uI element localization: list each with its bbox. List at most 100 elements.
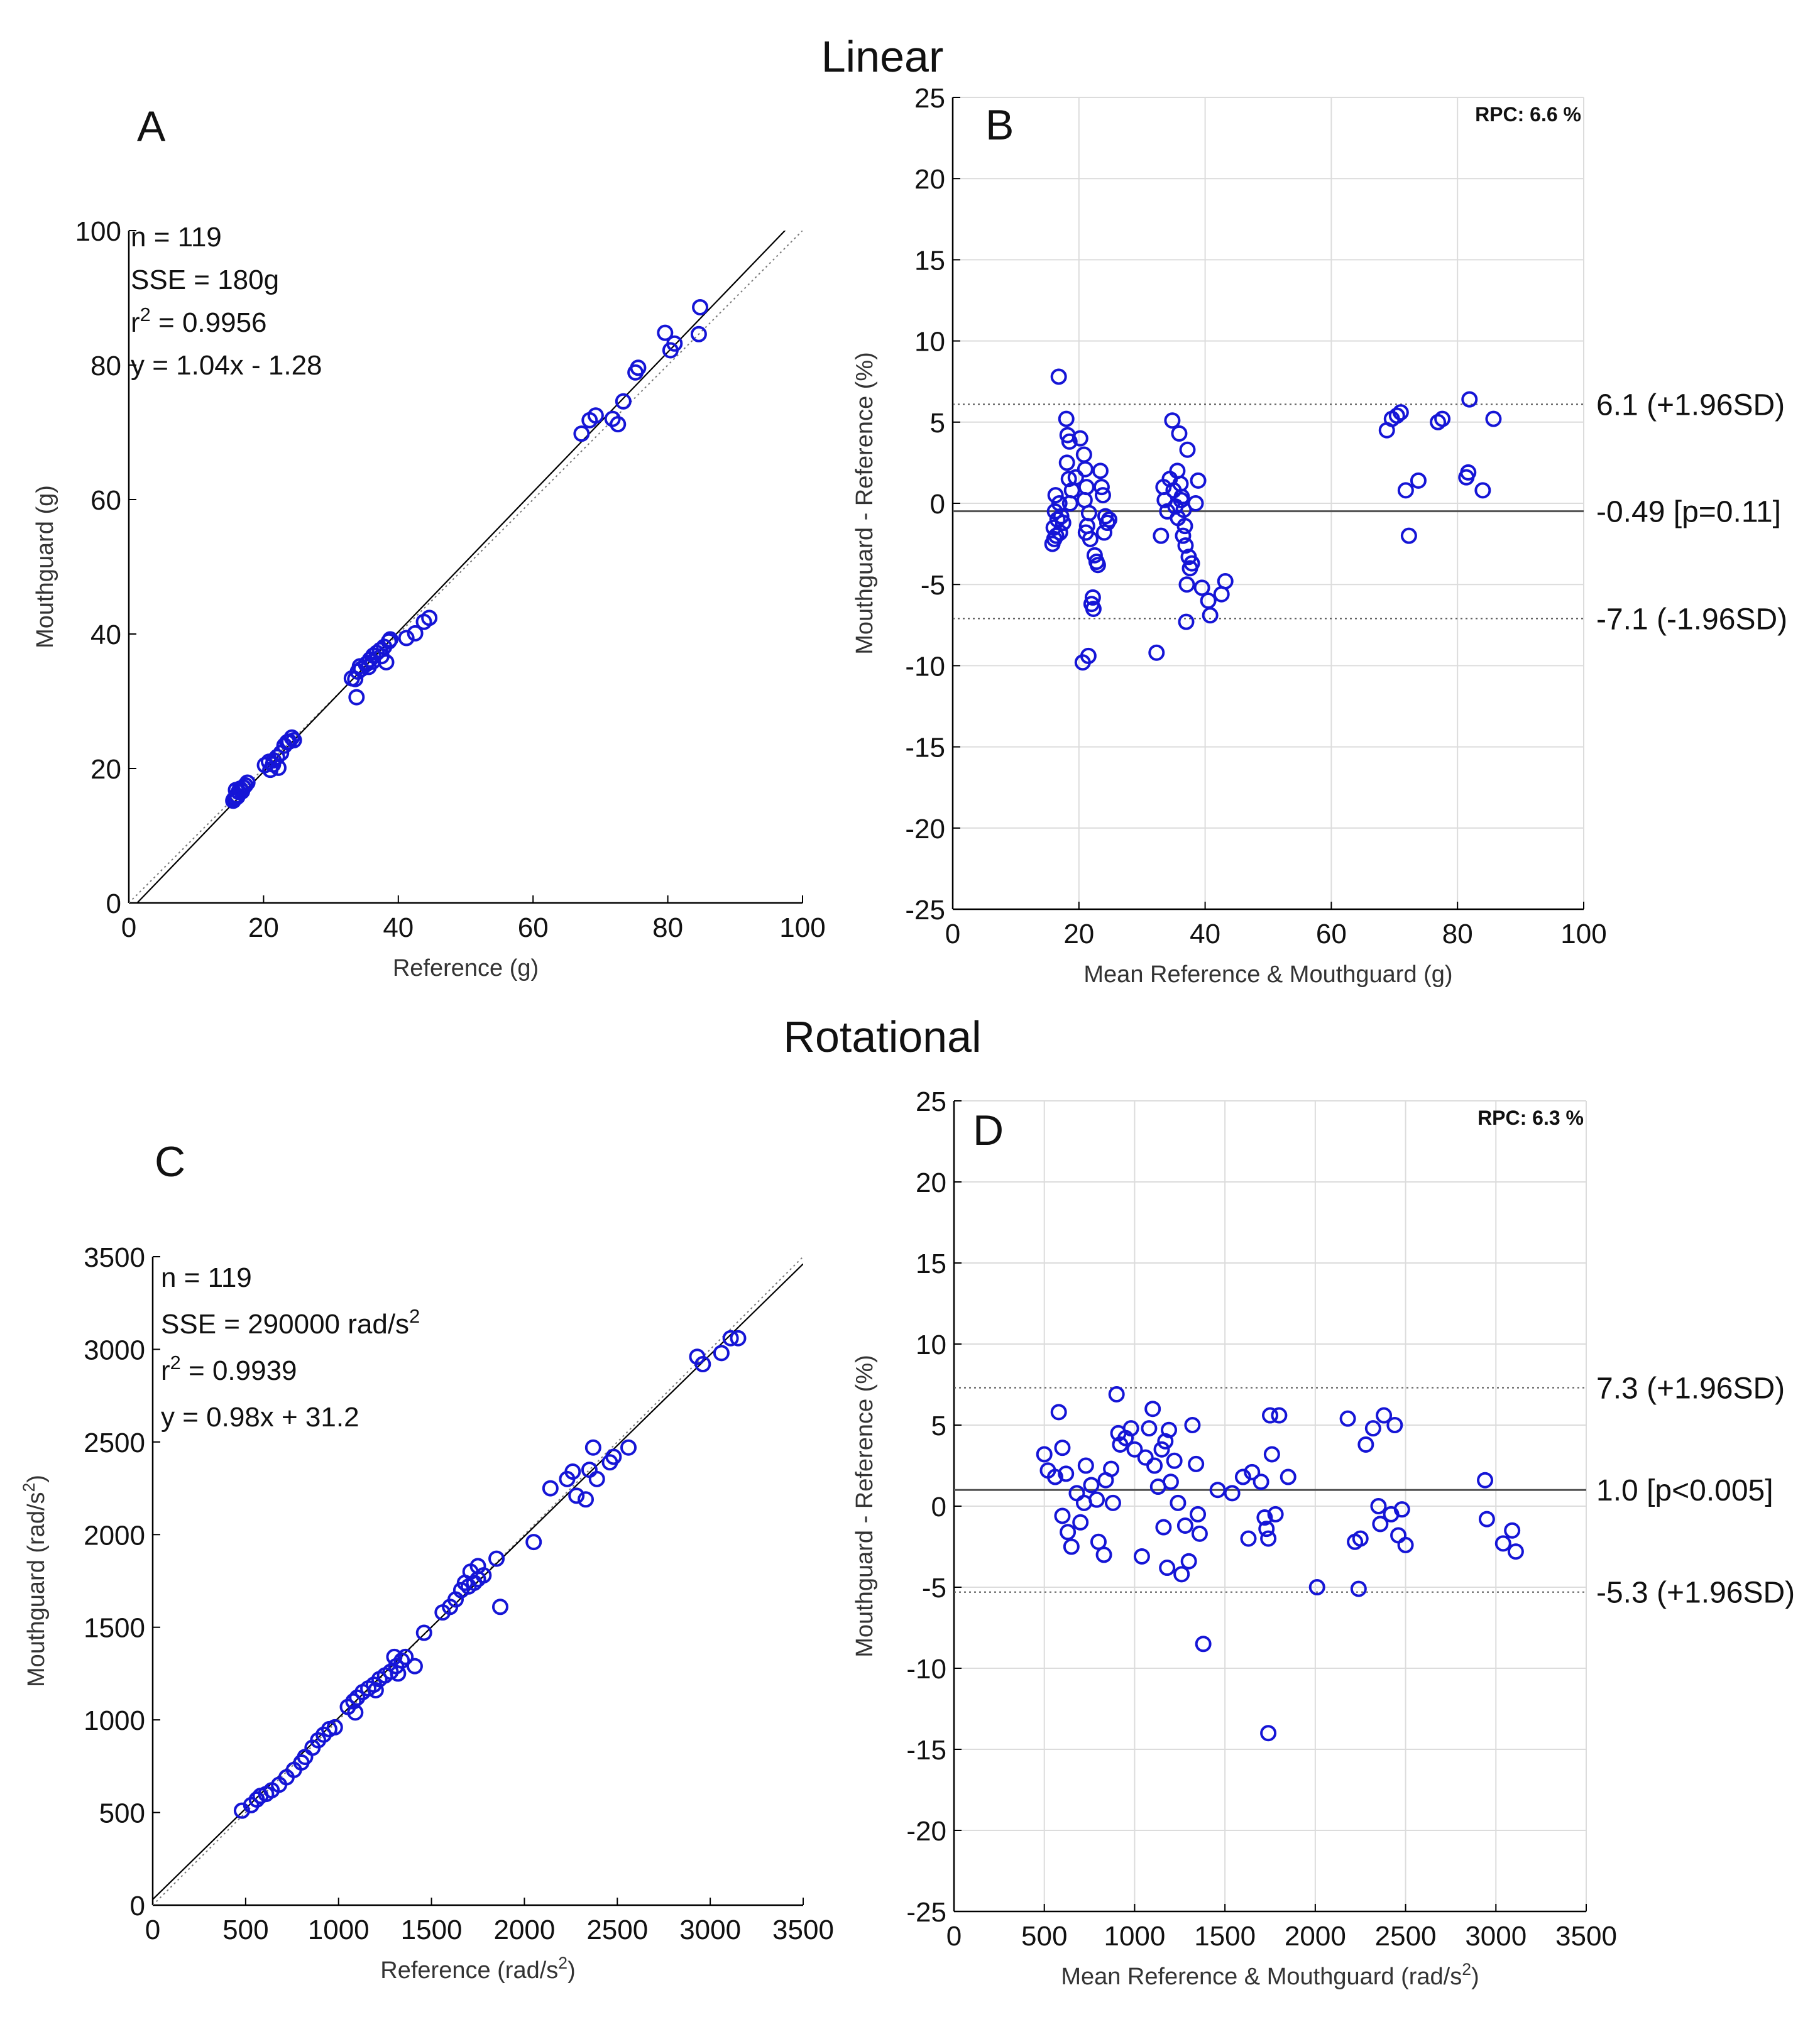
data-point — [1260, 1725, 1277, 1742]
x-tick-label-2: 1000 — [1104, 1921, 1165, 1952]
data-point — [1388, 407, 1405, 424]
y-tick-label-0: 0 — [106, 888, 121, 919]
data-point — [1370, 1498, 1387, 1514]
x-tick-label-0: 0 — [946, 1921, 962, 1952]
stat-line-2: r2 = 0.9939 — [161, 1352, 297, 1387]
data-point — [666, 335, 683, 352]
x-tick-label-4: 2000 — [1285, 1921, 1346, 1952]
data-point — [1153, 527, 1170, 544]
data-point — [1202, 607, 1219, 624]
data-point — [1372, 1516, 1389, 1533]
data-point — [1155, 1519, 1172, 1536]
data-point — [1100, 511, 1117, 528]
data-point — [615, 393, 632, 410]
data-point — [1191, 1525, 1208, 1542]
data-point — [1173, 491, 1190, 508]
data-point — [1055, 515, 1072, 532]
data-point — [605, 1448, 622, 1465]
y-tick-label-4: 2000 — [84, 1520, 145, 1551]
panel-D-bland-altman-rotational: 0 500 1000 1500 2000 2500 3000 3500 -25 -20 -15 -10… — [852, 1086, 1795, 1990]
data-point — [657, 324, 674, 341]
data-point — [488, 1550, 505, 1567]
y-tick-label-3: -10 — [905, 651, 945, 682]
y-tick-label-6: 5 — [930, 408, 945, 439]
data-point — [1097, 508, 1114, 525]
data-point — [1077, 461, 1094, 478]
data-point — [1095, 1546, 1112, 1563]
data-point — [1178, 576, 1195, 593]
data-point — [1137, 1449, 1154, 1466]
data-point — [1187, 495, 1204, 511]
y-tick-label-5: 2500 — [84, 1428, 145, 1458]
y-axis-label: Mouthguard (g) — [32, 485, 58, 648]
y-tick-label-0: -25 — [906, 1897, 946, 1928]
data-point — [285, 732, 302, 749]
y-tick-label-1: 20 — [90, 754, 121, 785]
data-point — [1050, 368, 1067, 385]
data-point — [1072, 430, 1088, 447]
data-point — [1146, 1457, 1163, 1474]
x-tick-label-3: 1500 — [1194, 1921, 1256, 1952]
data-point — [1086, 547, 1103, 564]
x-tick-label-4: 80 — [1442, 919, 1473, 949]
data-point — [604, 410, 621, 427]
data-point — [1339, 1410, 1356, 1427]
data-point — [630, 359, 647, 376]
data-point — [1460, 464, 1477, 481]
data-point — [1170, 1494, 1187, 1511]
data-point — [1434, 410, 1451, 427]
data-point — [1058, 454, 1075, 471]
data-point — [1171, 425, 1188, 442]
data-point — [1074, 654, 1091, 671]
x-tick-label-5: 2500 — [586, 1915, 648, 1945]
data-point — [722, 1330, 739, 1347]
y-tick-label-0: 0 — [130, 1891, 145, 1921]
data-point — [525, 1534, 542, 1551]
panel-letter: C — [155, 1138, 185, 1186]
y-tick-label-10: 25 — [914, 83, 945, 114]
data-point — [228, 782, 244, 799]
data-point — [1386, 1417, 1403, 1433]
data-point — [1271, 1407, 1288, 1424]
data-point — [1200, 593, 1217, 609]
data-point — [1350, 1580, 1367, 1597]
x-tick-label-7: 3500 — [1555, 1921, 1617, 1952]
x-tick-label-4: 80 — [652, 912, 683, 943]
data-point — [1217, 573, 1234, 590]
data-point — [1148, 644, 1165, 661]
data-point — [581, 1462, 598, 1479]
data-point — [1162, 1473, 1179, 1490]
data-point — [1104, 1494, 1121, 1511]
y-axis-label: Mouthguard - Reference (%) — [852, 1355, 878, 1658]
ref-line-label-2: -5.3 (+1.96SD) — [1596, 1577, 1795, 1610]
data-point — [564, 1463, 581, 1480]
data-point — [1494, 1535, 1511, 1552]
y-axis-label: Mouthguard (rad/s2) — [19, 1475, 50, 1687]
data-point — [1161, 1421, 1178, 1438]
data-point — [1060, 471, 1077, 488]
data-point — [1253, 1473, 1269, 1490]
x-tick-label-1: 500 — [1021, 1921, 1067, 1952]
data-point — [542, 1480, 559, 1497]
data-point — [1060, 1524, 1077, 1541]
data-point — [690, 325, 707, 342]
data-point — [1478, 1511, 1495, 1528]
x-tick-label-2: 1000 — [308, 1915, 370, 1945]
ref-line-label-1: 1.0 [p<0.005] — [1596, 1474, 1773, 1507]
data-point — [1103, 1460, 1120, 1477]
y-tick-label-8: 15 — [916, 1249, 946, 1279]
data-point — [578, 1491, 595, 1508]
y-tick-label-4: 80 — [90, 351, 121, 381]
y-tick-label-2: 40 — [90, 620, 121, 650]
data-point — [1397, 1536, 1414, 1553]
data-point — [1164, 412, 1181, 429]
data-point — [1078, 479, 1095, 496]
data-point — [1050, 1404, 1067, 1421]
stat-line-1: SSE = 290000 rad/s2 — [161, 1305, 420, 1340]
data-point — [1153, 1441, 1170, 1458]
data-point — [713, 1345, 730, 1362]
x-tick-label-5: 2500 — [1375, 1921, 1437, 1952]
y-tick-label-9: 20 — [914, 164, 945, 195]
y-tick-label-6: 3000 — [84, 1335, 145, 1365]
data-point — [262, 762, 279, 779]
